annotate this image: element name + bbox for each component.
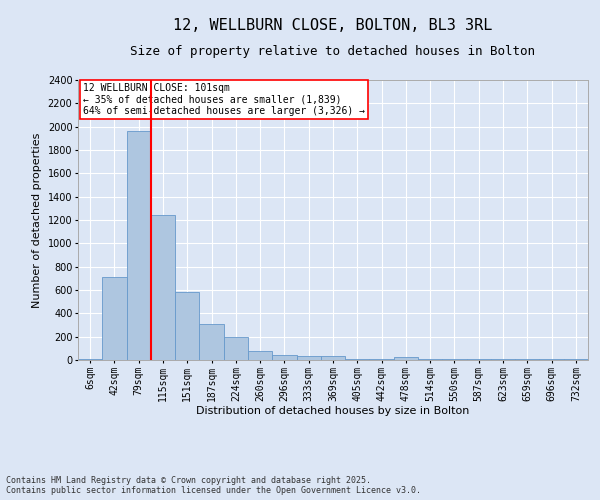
- Bar: [248, 350, 272, 360]
- Bar: [296, 356, 321, 360]
- Bar: [127, 132, 151, 360]
- Text: 12 WELLBURN CLOSE: 101sqm
← 35% of detached houses are smaller (1,839)
64% of se: 12 WELLBURN CLOSE: 101sqm ← 35% of detac…: [83, 83, 365, 116]
- Bar: [394, 357, 418, 360]
- Title: Size of property relative to detached houses in Bolton: Size of property relative to detached ho…: [131, 45, 536, 58]
- Text: 12, WELLBURN CLOSE, BOLTON, BL3 3RL: 12, WELLBURN CLOSE, BOLTON, BL3 3RL: [173, 18, 493, 32]
- Bar: [321, 356, 345, 360]
- Text: Contains HM Land Registry data © Crown copyright and database right 2025.
Contai: Contains HM Land Registry data © Crown c…: [6, 476, 421, 495]
- Bar: [102, 277, 127, 360]
- Bar: [78, 359, 102, 360]
- X-axis label: Distribution of detached houses by size in Bolton: Distribution of detached houses by size …: [196, 406, 470, 416]
- Y-axis label: Number of detached properties: Number of detached properties: [32, 132, 42, 308]
- Bar: [199, 324, 224, 360]
- Bar: [151, 216, 175, 360]
- Bar: [224, 336, 248, 360]
- Bar: [272, 355, 296, 360]
- Bar: [175, 292, 199, 360]
